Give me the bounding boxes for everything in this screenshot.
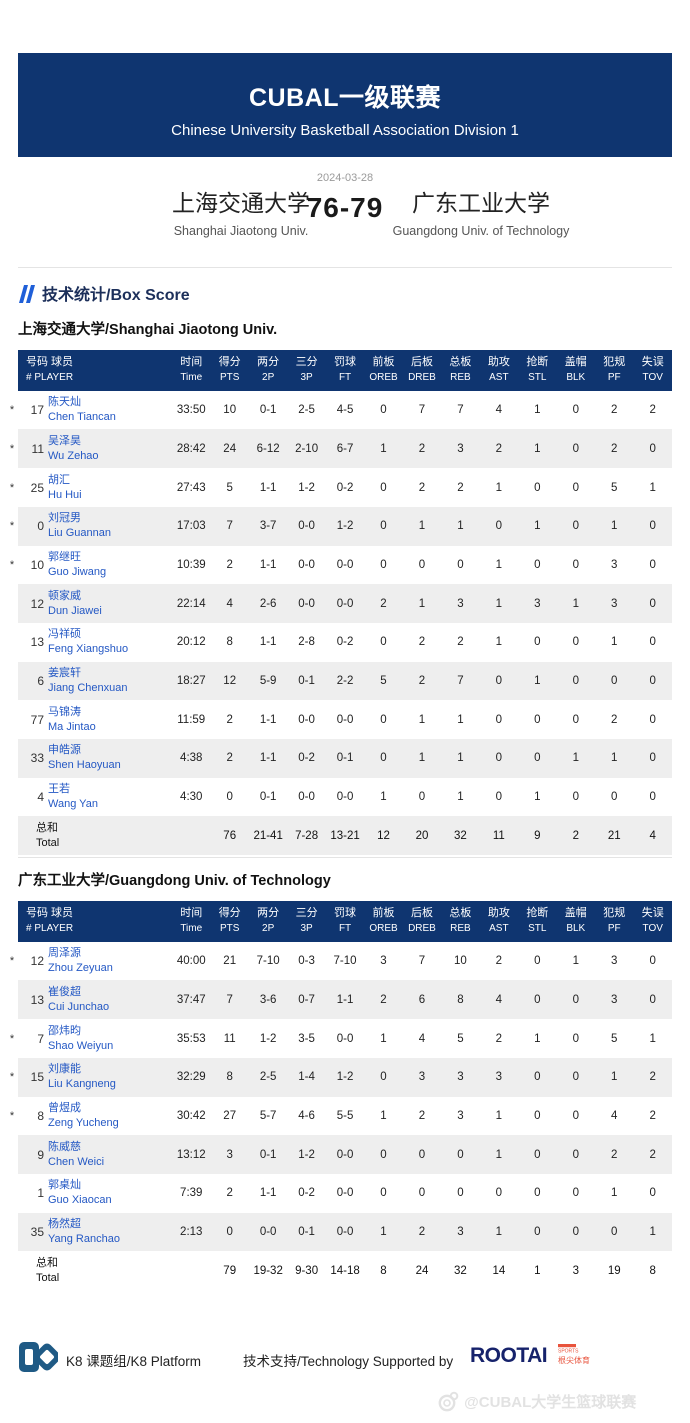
svg-text:根尖体育: 根尖体育 xyxy=(558,1355,590,1365)
svg-text:SPORTS: SPORTS xyxy=(558,1349,579,1355)
svg-text:ROOTAI: ROOTAI xyxy=(470,1344,547,1367)
